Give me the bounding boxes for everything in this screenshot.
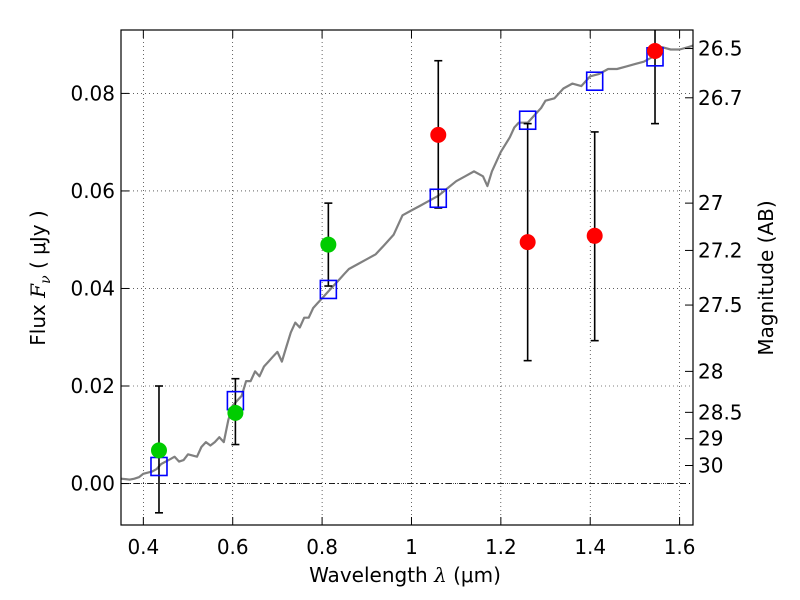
x-tick-label: 1.2: [485, 535, 517, 559]
model-sed-line: [121, 44, 693, 481]
y2-tick-label: 27: [698, 191, 723, 215]
low-significance-point: [519, 234, 536, 251]
y2-tick-label: 27.2: [698, 238, 743, 262]
low-significance-point: [586, 227, 603, 244]
model-photometry-square: [319, 279, 338, 300]
x-axis-title: Wavelength λ (μm): [309, 563, 501, 587]
y-axis-title: Flux Fν ( μJy ): [26, 210, 54, 345]
y-tick-label: 0.04: [70, 276, 115, 300]
y2-tick-label: 29: [698, 427, 723, 451]
x-tick-label: 1.4: [574, 535, 606, 559]
low-significance-point: [647, 42, 664, 59]
y2-tick-label: 27.5: [698, 293, 743, 317]
low-significance-point: [430, 126, 447, 143]
y2-tick-label: 26.7: [698, 86, 743, 110]
x-tick-label: 0.8: [306, 535, 338, 559]
model-photometry-square: [585, 71, 604, 92]
marker-layer: [150, 42, 664, 477]
detection-point: [320, 236, 337, 253]
y-tick-label: 0.06: [70, 179, 115, 203]
detection-point: [150, 442, 167, 459]
model-photometry-square: [518, 110, 537, 131]
grid-lines: [121, 30, 693, 525]
y2-tick-label: 28: [698, 359, 723, 383]
x-tick-label: 1.6: [664, 535, 696, 559]
y2-tick-label: 26.5: [698, 37, 743, 61]
detection-point: [227, 404, 244, 421]
y-tick-label: 0.08: [70, 81, 115, 105]
x-tick-label: 1: [405, 535, 418, 559]
y2-axis-title: Magnitude (AB): [754, 200, 778, 355]
y2-tick-label: 28.5: [698, 400, 743, 424]
model-photometry-square: [429, 188, 448, 209]
y2-tick-label: 30: [698, 454, 723, 478]
x-tick-label: 0.6: [217, 535, 249, 559]
x-tick-label: 0.4: [127, 535, 159, 559]
data-layer: [121, 44, 693, 481]
y-tick-label: 0.02: [70, 374, 115, 398]
axis-ticks: 0.4 0.6 0.8 1 1.2 1.4 1.6 0.00 0.02 0.04 0.06 0.08 2…: [70, 30, 743, 559]
plot-area: [121, 30, 693, 525]
plot-frame: [120, 29, 694, 526]
y-tick-label: 0.00: [70, 472, 115, 496]
